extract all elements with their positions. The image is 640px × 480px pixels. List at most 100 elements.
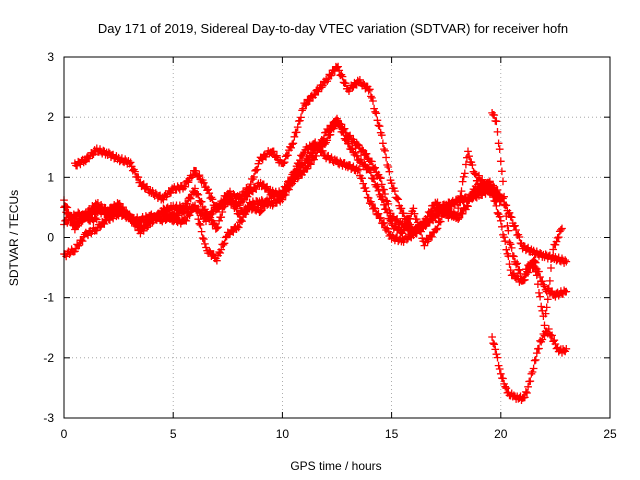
data-point: [345, 140, 353, 148]
data-point: [516, 270, 525, 278]
data-point: [290, 177, 299, 186]
data-point: [362, 149, 371, 158]
data-point: [547, 264, 555, 272]
grid: [64, 57, 610, 418]
data-point: [505, 208, 514, 217]
data-point: [557, 226, 565, 234]
data-point: [492, 202, 501, 210]
data-point: [377, 131, 386, 140]
data-point: [254, 159, 263, 168]
data-point: [373, 182, 382, 190]
data-point: [440, 210, 448, 218]
data-point: [278, 195, 287, 204]
x-tick-label: 0: [61, 427, 68, 441]
data-point: [506, 240, 515, 249]
data-point: [111, 203, 120, 212]
data-point: [119, 203, 127, 211]
x-tick-label: 25: [603, 427, 617, 441]
chart-title: Day 171 of 2019, Sidereal Day-to-day VTE…: [98, 21, 568, 36]
data-point: [197, 227, 206, 236]
data-point: [335, 119, 344, 128]
data-point: [375, 173, 384, 182]
data-point: [290, 132, 299, 141]
data-point: [194, 215, 203, 224]
y-tick-label: 1: [47, 170, 54, 184]
data-point: [253, 165, 262, 174]
data-point: [181, 182, 190, 191]
data-point: [554, 253, 563, 262]
data-point: [74, 222, 83, 230]
data-point: [334, 62, 342, 71]
data-point: [279, 159, 288, 168]
data-point: [314, 87, 323, 96]
x-tick-label: 10: [276, 427, 290, 441]
data-point: [197, 197, 206, 206]
x-tick-label: 20: [494, 427, 508, 441]
data-point: [191, 184, 199, 193]
data-point: [512, 226, 520, 234]
data-point: [327, 71, 336, 80]
data-point: [345, 87, 353, 96]
data-point: [492, 350, 501, 359]
data-point: [551, 240, 560, 249]
data-series: [71, 62, 571, 267]
data-point: [339, 128, 348, 137]
data-point: [360, 160, 369, 169]
data-point: [550, 336, 559, 345]
data-point: [516, 239, 525, 247]
data-point: [538, 277, 547, 285]
data-point: [229, 228, 238, 236]
data-point: [387, 179, 396, 188]
data-point: [232, 205, 241, 213]
data-point: [381, 146, 389, 155]
data-point: [553, 234, 562, 242]
data-point: [493, 186, 502, 194]
data-point: [471, 170, 480, 179]
data-point: [381, 190, 389, 198]
data-point: [531, 267, 540, 276]
data-point: [92, 215, 101, 224]
data-point: [532, 271, 541, 280]
data-point: [287, 143, 295, 152]
data-point: [312, 152, 321, 160]
data-point: [383, 208, 392, 217]
data-point: [292, 128, 301, 137]
data-point: [316, 140, 325, 149]
data-point: [528, 368, 537, 376]
data-point: [385, 167, 394, 176]
data-point: [100, 220, 109, 228]
data-point: [246, 180, 255, 188]
data-point: [500, 380, 508, 388]
data-point: [464, 202, 472, 211]
data-point: [206, 213, 215, 222]
data-point: [544, 284, 553, 293]
data-point: [257, 206, 266, 215]
data-point: [85, 154, 93, 163]
data-point: [454, 204, 463, 212]
data-point: [496, 369, 505, 378]
data-point: [311, 138, 320, 147]
data-point: [468, 161, 477, 169]
data-point: [502, 212, 511, 220]
data-point: [333, 156, 341, 165]
data-point: [458, 177, 467, 186]
data-point: [216, 249, 225, 257]
x-axis-label: GPS time / hours: [290, 459, 381, 473]
data-point: [386, 176, 395, 185]
data-point: [527, 259, 536, 267]
data-point: [348, 144, 357, 153]
data-point: [504, 226, 513, 235]
data-point: [501, 237, 510, 246]
data-point: [193, 207, 202, 216]
data-point: [554, 233, 563, 241]
data-point: [478, 175, 487, 184]
data-point: [444, 204, 453, 213]
data-point: [377, 180, 386, 189]
data-point: [506, 266, 515, 274]
data-point: [91, 214, 100, 222]
data-point: [83, 211, 91, 220]
data-point: [288, 140, 297, 149]
data-point: [502, 384, 511, 393]
data-point: [185, 211, 194, 220]
